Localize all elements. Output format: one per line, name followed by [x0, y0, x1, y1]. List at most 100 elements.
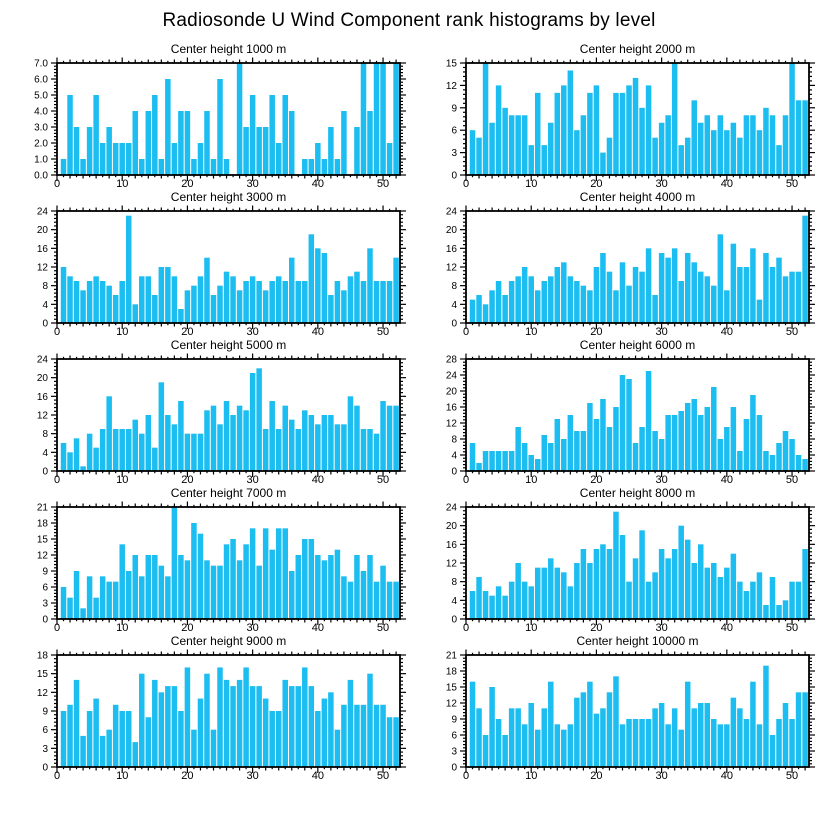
svg-text:10: 10 — [525, 474, 537, 485]
panel-10000m: Center height 10000 m 0 10 20 30 40 50 0 3 6 9 12 1… — [409, 633, 818, 781]
svg-text:4: 4 — [42, 448, 48, 459]
svg-text:12: 12 — [37, 411, 49, 422]
svg-text:3.0: 3.0 — [34, 123, 48, 134]
svg-text:20: 20 — [181, 178, 193, 189]
svg-text:30: 30 — [247, 770, 259, 781]
svg-text:50: 50 — [377, 474, 389, 485]
svg-text:20: 20 — [590, 178, 602, 189]
histogram-6000m: 0 10 20 30 40 50 0 4 8 12 16 20 24 28 — [446, 353, 815, 485]
panel-title-1000m: Center height 1000 m — [170, 42, 287, 56]
svg-text:9: 9 — [451, 715, 457, 726]
svg-text:4: 4 — [42, 300, 48, 311]
svg-text:8: 8 — [451, 281, 457, 292]
svg-text:3: 3 — [42, 744, 48, 755]
svg-text:40: 40 — [721, 326, 733, 337]
histogram-3000m: 0 10 20 30 40 50 0 4 8 12 16 20 24 — [37, 205, 406, 337]
svg-text:20: 20 — [181, 474, 193, 485]
svg-text:20: 20 — [590, 622, 602, 633]
svg-text:50: 50 — [786, 770, 798, 781]
svg-text:20: 20 — [590, 326, 602, 337]
svg-text:0: 0 — [54, 622, 60, 633]
svg-text:20: 20 — [446, 521, 458, 532]
panel-title-7000m: Center height 7000 m — [170, 486, 287, 500]
svg-text:6: 6 — [42, 583, 48, 594]
svg-text:40: 40 — [721, 178, 733, 189]
histogram-9000m: 0 10 20 30 40 50 0 3 6 9 12 15 18 — [37, 649, 406, 781]
svg-text:12: 12 — [37, 263, 49, 274]
svg-text:0: 0 — [463, 622, 469, 633]
svg-text:10: 10 — [116, 622, 128, 633]
svg-text:0: 0 — [451, 171, 457, 182]
svg-text:16: 16 — [446, 403, 458, 414]
svg-text:20: 20 — [590, 474, 602, 485]
svg-text:6: 6 — [451, 731, 457, 742]
svg-text:7.0: 7.0 — [34, 59, 48, 70]
svg-text:0: 0 — [451, 763, 457, 774]
svg-text:50: 50 — [377, 770, 389, 781]
svg-text:30: 30 — [656, 178, 668, 189]
svg-text:15: 15 — [37, 535, 49, 546]
svg-text:15: 15 — [446, 683, 458, 694]
svg-text:8: 8 — [451, 435, 457, 446]
svg-text:10: 10 — [116, 326, 128, 337]
svg-text:12: 12 — [37, 688, 49, 699]
svg-text:20: 20 — [181, 326, 193, 337]
svg-text:40: 40 — [312, 474, 324, 485]
svg-text:10: 10 — [116, 770, 128, 781]
histogram-5000m: 0 10 20 30 40 50 0 4 8 12 16 20 24 — [37, 353, 406, 485]
panel-title-2000m: Center height 2000 m — [579, 42, 696, 56]
svg-text:12: 12 — [446, 81, 458, 92]
svg-text:20: 20 — [590, 770, 602, 781]
svg-text:50: 50 — [786, 622, 798, 633]
svg-text:24: 24 — [446, 371, 458, 382]
svg-text:40: 40 — [721, 622, 733, 633]
svg-text:28: 28 — [446, 355, 458, 366]
svg-text:24: 24 — [446, 207, 458, 218]
svg-text:4.0: 4.0 — [34, 107, 48, 118]
histogram-grid: Center height 1000 m 0 10 20 30 40 50 0.0 1.0 2.… — [0, 41, 818, 781]
svg-text:0: 0 — [42, 319, 48, 330]
svg-text:30: 30 — [656, 474, 668, 485]
svg-text:21: 21 — [37, 503, 49, 514]
svg-text:21: 21 — [446, 651, 458, 662]
svg-text:40: 40 — [721, 770, 733, 781]
svg-text:40: 40 — [312, 622, 324, 633]
svg-text:40: 40 — [312, 178, 324, 189]
svg-text:10: 10 — [525, 178, 537, 189]
svg-text:20: 20 — [446, 387, 458, 398]
svg-text:9: 9 — [42, 567, 48, 578]
panel-2000m: Center height 2000 m 0 10 20 30 40 50 0 3 6 9 12 15 — [409, 41, 818, 189]
svg-text:30: 30 — [247, 474, 259, 485]
svg-text:10: 10 — [525, 770, 537, 781]
svg-text:10: 10 — [116, 178, 128, 189]
svg-text:12: 12 — [446, 263, 458, 274]
svg-text:12: 12 — [37, 551, 49, 562]
histogram-2000m: 0 10 20 30 40 50 0 3 6 9 12 15 — [446, 57, 815, 189]
svg-text:3: 3 — [451, 747, 457, 758]
svg-text:10: 10 — [116, 474, 128, 485]
svg-text:20: 20 — [181, 770, 193, 781]
panel-title-4000m: Center height 4000 m — [579, 190, 696, 204]
svg-text:30: 30 — [656, 622, 668, 633]
panel-title-6000m: Center height 6000 m — [579, 338, 696, 352]
histogram-10000m: 0 10 20 30 40 50 0 3 6 9 12 15 18 21 — [446, 649, 815, 781]
panel-9000m: Center height 9000 m 0 10 20 30 40 50 0 3 6 9 12 15… — [0, 633, 409, 781]
svg-text:3: 3 — [451, 148, 457, 159]
panel-1000m: Center height 1000 m 0 10 20 30 40 50 0.0 1.0 2.… — [0, 41, 409, 189]
svg-text:4: 4 — [451, 300, 457, 311]
svg-text:6: 6 — [42, 725, 48, 736]
svg-text:16: 16 — [446, 540, 458, 551]
svg-text:18: 18 — [37, 519, 49, 530]
svg-text:8: 8 — [42, 429, 48, 440]
panel-title-9000m: Center height 9000 m — [170, 634, 287, 648]
svg-text:18: 18 — [37, 651, 49, 662]
panel-8000m: Center height 8000 m 0 10 20 30 40 50 0 4 8 12 16 2… — [409, 485, 818, 633]
svg-text:24: 24 — [37, 207, 49, 218]
svg-text:0.0: 0.0 — [34, 171, 48, 182]
svg-text:6.0: 6.0 — [34, 75, 48, 86]
svg-text:20: 20 — [37, 373, 49, 384]
svg-text:10: 10 — [525, 622, 537, 633]
svg-text:50: 50 — [377, 326, 389, 337]
svg-text:50: 50 — [377, 178, 389, 189]
svg-text:12: 12 — [446, 559, 458, 570]
